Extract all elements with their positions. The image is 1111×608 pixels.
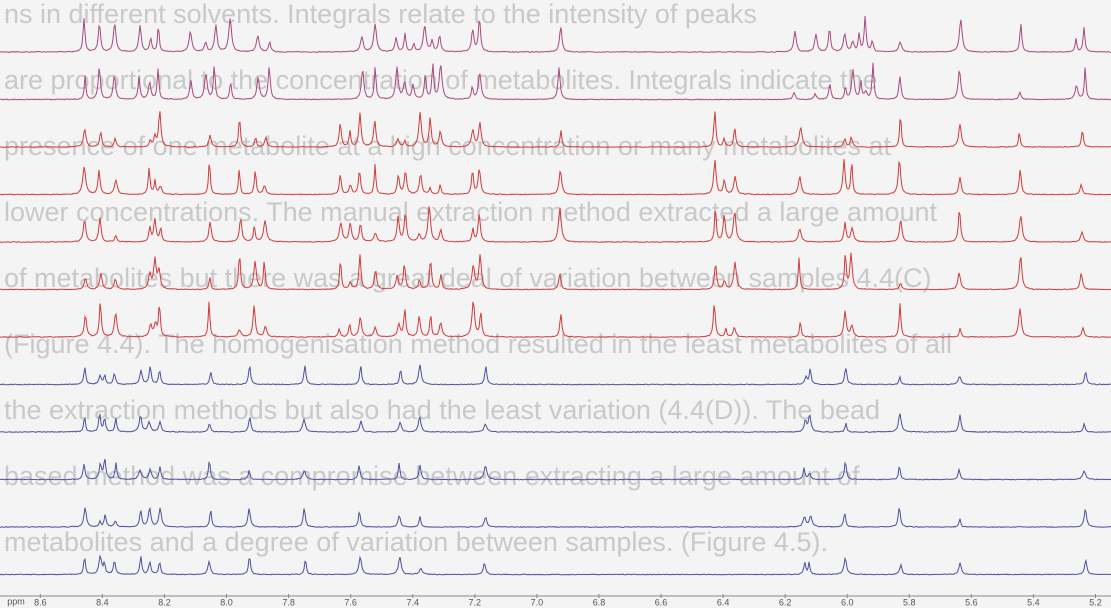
x-tick-label: 7.4 [406,597,419,607]
spectrum-trace [0,252,1111,291]
bg-text-line: the extraction methods but also had the … [4,395,880,425]
spectrum-trace [0,62,1111,101]
x-tick-label: 6.2 [779,597,792,607]
spectrum-trace [0,364,1111,386]
x-tick-label: 6.4 [717,597,730,607]
x-tick-label: 6.0 [841,597,854,607]
spectrum-trace [0,506,1111,529]
x-tick-label: 5.8 [903,597,916,607]
bg-text-line: (Figure 4.4). The homogenisation method … [4,329,952,359]
bg-text-line: ns in different solvents. Integrals rela… [4,0,757,29]
x-axis-label: ppm [7,596,25,606]
x-tick-label: 8.0 [220,597,233,607]
spectrum-trace [0,458,1111,481]
spectrum-trace [0,111,1111,149]
spectrum-trace [0,15,1111,54]
x-tick-label: 5.2 [1089,597,1102,607]
spectra [0,15,1111,576]
x-tick-label: 6.8 [593,597,606,607]
spectrum-trace [0,206,1111,243]
x-tick-label: 8.2 [158,597,171,607]
spectrum-trace [0,412,1111,434]
x-axis: ppm 8.6 8.4 8.2 8.0 7.8 7.6 7.4 7.2 7.0 6.8 6.6 6.4… [0,594,1111,607]
spectrum-trace [0,159,1111,196]
x-tick-label: 7.0 [531,597,544,607]
bleed-through-text: ns in different solvents. Integrals rela… [4,0,952,557]
x-tick-label: 5.4 [1027,597,1040,607]
x-tick-label: 6.6 [655,597,668,607]
spectrum-trace [0,554,1111,576]
x-tick-label: 7.6 [344,597,357,607]
bg-text-line: based method was a compromise between ex… [4,461,860,491]
x-tick-label: 8.6 [34,597,47,607]
x-tick-label: 7.8 [282,597,295,607]
bg-text-line: metabolites and a degree of variation be… [4,527,828,557]
x-tick-label: 7.2 [469,597,482,607]
bg-text-line: are proportional to the concentration of… [4,65,878,95]
bg-text-line: lower concentrations. The manual extract… [4,197,938,227]
x-tick-label: 8.4 [96,597,109,607]
spectrum-trace [0,301,1111,338]
x-tick-label: 5.6 [965,597,978,607]
